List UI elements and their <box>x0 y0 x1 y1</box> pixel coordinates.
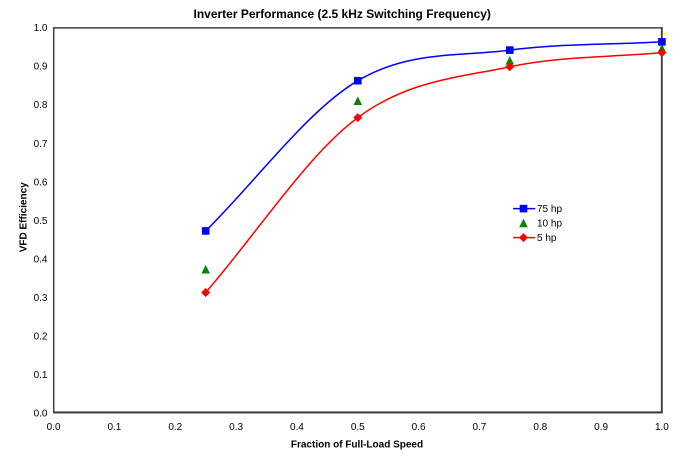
svg-text:0.5: 0.5 <box>34 216 48 227</box>
svg-text:0.6: 0.6 <box>34 177 48 188</box>
svg-text:0.9: 0.9 <box>34 62 48 73</box>
svg-text:0.2: 0.2 <box>34 332 48 343</box>
svg-text:0.0: 0.0 <box>47 422 61 433</box>
svg-text:0.8: 0.8 <box>34 100 48 111</box>
svg-text:0.5: 0.5 <box>351 422 365 433</box>
svg-text:0.8: 0.8 <box>533 422 547 433</box>
svg-text:0.7: 0.7 <box>472 422 486 433</box>
svg-text:10 hp: 10 hp <box>537 219 562 230</box>
svg-text:0.3: 0.3 <box>34 293 48 304</box>
svg-text:0.0: 0.0 <box>34 409 48 420</box>
svg-text:0.4: 0.4 <box>34 254 48 265</box>
svg-text:0.4: 0.4 <box>290 422 304 433</box>
svg-text:0.6: 0.6 <box>412 422 426 433</box>
svg-text:0.1: 0.1 <box>107 422 121 433</box>
svg-text:1.0: 1.0 <box>34 23 48 34</box>
svg-text:75 hp: 75 hp <box>537 204 562 215</box>
svg-text:0.1: 0.1 <box>34 370 48 381</box>
svg-text:5 hp: 5 hp <box>537 233 557 244</box>
svg-text:VFD Efficiency: VFD Efficiency <box>19 182 30 252</box>
svg-text:0.3: 0.3 <box>229 422 243 433</box>
svg-text:0.7: 0.7 <box>34 139 48 150</box>
svg-text:1.0: 1.0 <box>655 422 669 433</box>
svg-text:0.2: 0.2 <box>168 422 182 433</box>
svg-text:0.9: 0.9 <box>594 422 608 433</box>
svg-text:Fraction of Full-Load Speed: Fraction of Full-Load Speed <box>291 439 423 450</box>
svg-text:Inverter Performance (2.5 kHz: Inverter Performance (2.5 kHz Switching … <box>193 7 490 21</box>
